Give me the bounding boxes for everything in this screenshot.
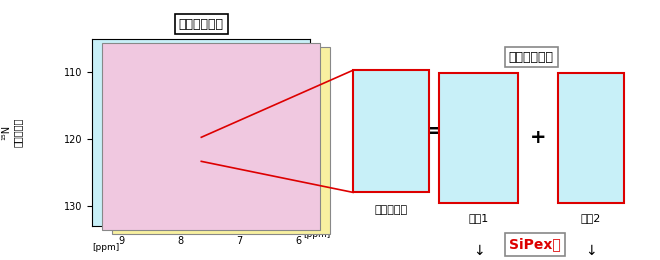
Point [134, 164, 145, 168]
Point [222, 124, 233, 128]
Text: [ppm]: [ppm] [304, 230, 331, 238]
Point [234, 131, 245, 135]
Point [258, 144, 269, 148]
Point [205, 90, 215, 95]
Text: ↓: ↓ [473, 244, 484, 258]
Point [128, 77, 139, 81]
Point [211, 124, 221, 128]
Point [193, 84, 204, 88]
Point [187, 164, 198, 168]
Point [170, 184, 180, 188]
Text: [ppm]: [ppm] [92, 243, 119, 252]
Point [152, 90, 162, 95]
Point [228, 104, 239, 108]
Point [187, 110, 198, 115]
Point [152, 90, 162, 95]
Text: 成分1: 成分1 [469, 213, 488, 223]
Point [264, 151, 275, 155]
Point [246, 137, 257, 141]
Text: 符号化標識法: 符号化標識法 [179, 17, 224, 30]
Text: 観測データ: 観測データ [374, 205, 408, 215]
Point [146, 57, 156, 61]
Text: +: + [529, 128, 546, 147]
Point [176, 157, 186, 161]
Point [158, 64, 168, 68]
Point [140, 137, 150, 141]
Point [128, 131, 139, 135]
Y-axis label: 2次元目
¹⁵N
共鳴周波数: 2次元目 ¹⁵N 共鳴周波数 [0, 118, 22, 147]
Point [117, 70, 127, 75]
Text: 成分2: 成分2 [581, 213, 601, 223]
Point [199, 117, 209, 121]
Point [140, 84, 150, 88]
Point [176, 191, 186, 195]
Text: テンソル分解: テンソル分解 [509, 51, 554, 64]
Point [158, 177, 168, 181]
Text: ↓: ↓ [585, 244, 597, 258]
Point [158, 124, 168, 128]
Point [182, 77, 192, 81]
Point [140, 84, 150, 88]
Point [164, 97, 174, 101]
Point [182, 137, 192, 141]
Point [164, 151, 174, 155]
Point [170, 70, 180, 75]
Point [146, 171, 156, 175]
Point [205, 151, 215, 155]
Point [187, 117, 198, 121]
Text: =: = [426, 122, 442, 141]
Point [170, 131, 180, 135]
Point [123, 157, 133, 161]
Point [234, 204, 245, 208]
Point [152, 144, 162, 148]
Bar [172, 137, 219, 161]
Text: SiPex法: SiPex法 [509, 237, 560, 251]
Point [193, 144, 204, 148]
Point [216, 97, 227, 101]
Point [134, 110, 145, 115]
Point [176, 104, 186, 108]
Point [158, 110, 168, 115]
Point [146, 117, 156, 121]
Point [205, 197, 215, 202]
Point [164, 97, 174, 101]
